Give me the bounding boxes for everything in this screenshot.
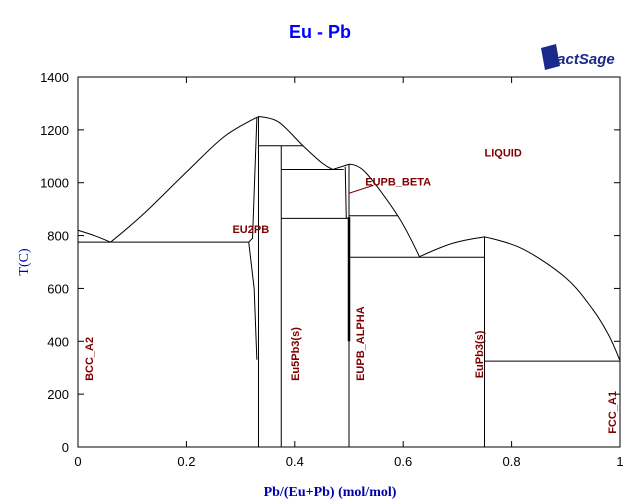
y-tick-label: 1400 — [40, 70, 69, 85]
phase-label: EUPB_ALPHA — [355, 306, 367, 381]
y-tick-label: 200 — [47, 387, 69, 402]
phase-label: Eu5Pb3(s) — [290, 327, 302, 381]
x-tick-label: 0.2 — [177, 454, 195, 469]
phase-label: LIQUID — [485, 147, 522, 159]
chart-title: Eu - Pb — [289, 22, 351, 42]
y-tick-label: 1200 — [40, 123, 69, 138]
y-tick-label: 600 — [47, 281, 69, 296]
phase-label: BCC_A2 — [84, 337, 96, 381]
x-tick-label: 0.8 — [503, 454, 521, 469]
phase-boundary-line — [248, 117, 258, 360]
phase-label: EUPB_BETA — [365, 176, 431, 188]
x-tick-label: 0 — [74, 454, 81, 469]
y-tick-label: 0 — [62, 440, 69, 455]
logo-mark — [541, 44, 560, 70]
phase-label: EuPb3(s) — [474, 330, 486, 378]
x-tick-label: 1 — [616, 454, 623, 469]
x-axis-label: Pb/(Eu+Pb) (mol/mol) — [264, 485, 397, 500]
x-tick-label: 0.6 — [394, 454, 412, 469]
y-tick-label: 1000 — [40, 176, 69, 191]
y-tick-label: 800 — [47, 229, 69, 244]
phase-boundary-line — [344, 166, 347, 219]
y-axis-label: T(C) — [17, 248, 32, 276]
phase-label: FCC_A1 — [607, 391, 619, 434]
factsage-logo: FactSage — [541, 44, 615, 70]
label-pointer-line — [348, 184, 374, 194]
y-tick-label: 400 — [47, 334, 69, 349]
x-tick-label: 0.4 — [286, 454, 304, 469]
logo-text: FactSage — [548, 51, 615, 68]
liquidus-curve — [77, 116, 621, 361]
phase-label: EU2PB — [232, 224, 269, 236]
